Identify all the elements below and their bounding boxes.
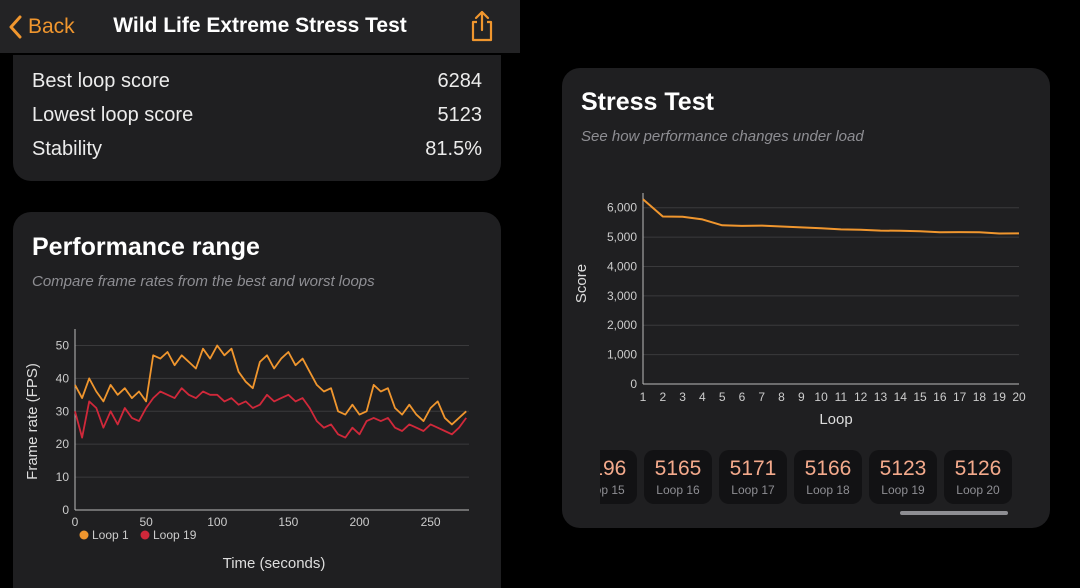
stability-row: Stability 81.5% <box>32 138 482 164</box>
x-tick-label: 100 <box>207 515 227 529</box>
x-tick-label: 10 <box>814 390 828 404</box>
x-tick-label: 6 <box>739 390 746 404</box>
y-tick-label: 2,000 <box>607 318 637 332</box>
share-icon[interactable] <box>468 10 496 42</box>
loop-score-tile[interactable]: 5171 Loop 17 <box>719 450 787 504</box>
loop-score-value: 5166 <box>804 457 852 480</box>
series-line-score <box>642 198 1020 235</box>
best-loop-score-label: Best loop score <box>32 70 170 92</box>
loop-score-carousel[interactable]: 5196 Loop 15 5165 Loop 16 5171 Loop 17 5… <box>600 450 1020 506</box>
x-tick-label: 13 <box>874 390 888 404</box>
page-title: Wild Life Extreme Stress Test <box>113 14 407 37</box>
legend-label: Loop 19 <box>153 528 197 542</box>
best-loop-score-row: Best loop score 6284 <box>32 70 482 96</box>
x-tick-label: 15 <box>913 390 927 404</box>
x-tick-label: 3 <box>679 390 686 404</box>
x-tick-label: 16 <box>933 390 947 404</box>
loop-score-value: 5126 <box>954 457 1002 480</box>
loop-score-label: Loop 18 <box>806 483 850 497</box>
x-tick-label: 18 <box>973 390 987 404</box>
legend-swatch <box>79 530 89 540</box>
loop-score-tile[interactable]: 5166 Loop 18 <box>794 450 862 504</box>
y-tick-label: 3,000 <box>607 289 637 303</box>
x-tick-label: 150 <box>278 515 298 529</box>
y-axis-title: Frame rate (FPS) <box>24 363 41 480</box>
y-tick-label: 40 <box>56 371 70 385</box>
carousel-scroll-indicator[interactable] <box>900 511 1008 515</box>
x-tick-label: 7 <box>758 390 765 404</box>
x-tick-label: 50 <box>139 515 153 529</box>
y-tick-label: 1,000 <box>607 348 637 362</box>
x-tick-label: 200 <box>349 515 369 529</box>
best-loop-score-value: 6284 <box>437 70 483 92</box>
x-tick-label: 0 <box>72 515 79 529</box>
loop-score-value: 5196 <box>600 457 627 480</box>
y-axis-title: Score <box>573 264 590 303</box>
back-label: Back <box>28 15 75 38</box>
x-tick-label: 1 <box>640 390 647 404</box>
y-tick-label: 0 <box>630 377 637 391</box>
lowest-loop-score-label: Lowest loop score <box>32 104 194 126</box>
loop-score-tile[interactable]: 5165 Loop 16 <box>644 450 712 504</box>
y-tick-label: 20 <box>56 437 70 451</box>
summary-card: Best loop score 6284 Lowest loop score 5… <box>13 55 501 181</box>
loop-score-value: 5123 <box>879 457 927 480</box>
x-tick-label: 14 <box>894 390 908 404</box>
performance-range-card: Performance range Compare frame rates fr… <box>13 212 501 588</box>
stress-test-subtitle: See how performance changes under load <box>581 128 864 145</box>
y-tick-label: 5,000 <box>607 230 637 244</box>
y-tick-label: 30 <box>56 404 70 418</box>
x-tick-label: 9 <box>798 390 805 404</box>
loop-score-label: Loop 16 <box>656 483 700 497</box>
loop-score-label: Loop 15 <box>600 483 625 497</box>
loop-score-tile[interactable]: 5123 Loop 19 <box>869 450 937 504</box>
x-tick-label: 17 <box>953 390 967 404</box>
x-axis-title: Loop <box>819 411 852 428</box>
x-tick-label: 19 <box>993 390 1007 404</box>
back-button[interactable]: Back <box>8 12 75 42</box>
loop-score-label: Loop 20 <box>956 483 1000 497</box>
lowest-loop-score-row: Lowest loop score 5123 <box>32 104 482 130</box>
y-tick-label: 4,000 <box>607 259 637 273</box>
performance-range-subtitle: Compare frame rates from the best and wo… <box>32 273 375 290</box>
stress-test-title: Stress Test <box>581 88 714 116</box>
y-tick-label: 10 <box>56 470 70 484</box>
y-tick-label: 50 <box>56 338 70 352</box>
x-axis-title: Time (seconds) <box>223 555 326 572</box>
legend-label: Loop 1 <box>92 528 129 542</box>
y-tick-label: 0 <box>62 503 69 517</box>
loop-score-tile[interactable]: 5196 Loop 15 <box>600 450 637 504</box>
x-tick-label: 11 <box>835 390 848 404</box>
series-line-loop-19 <box>74 387 467 439</box>
chevron-left-icon <box>9 15 22 39</box>
stability-label: Stability <box>32 138 103 160</box>
loop-score-label: Loop 19 <box>881 483 925 497</box>
x-tick-label: 5 <box>719 390 726 404</box>
x-tick-label: 12 <box>854 390 868 404</box>
performance-range-chart: 0 10 20 30 40 50 0 50 100 150 200 250 Loop 1 Loop 19 T… <box>24 329 469 572</box>
nav-bar: Back Wild Life Extreme Stress Test <box>0 0 520 53</box>
legend-swatch <box>140 530 150 540</box>
loop-score-value: 5165 <box>654 457 702 480</box>
loop-score-label: Loop 17 <box>731 483 775 497</box>
x-tick-label: 8 <box>778 390 785 404</box>
lowest-loop-score-value: 5123 <box>437 104 483 126</box>
performance-range-title: Performance range <box>32 233 260 261</box>
loop-score-tile[interactable]: 5126 Loop 20 <box>944 450 1012 504</box>
x-tick-label: 2 <box>659 390 666 404</box>
y-tick-label: 6,000 <box>607 201 637 215</box>
x-tick-label: 4 <box>699 390 706 404</box>
stress-test-card: Stress Test See how performance changes … <box>562 68 1050 528</box>
series-line-loop-1 <box>74 344 467 426</box>
loop-score-value: 5171 <box>729 457 777 480</box>
x-tick-label: 20 <box>1012 390 1026 404</box>
stability-value: 81.5% <box>425 138 482 160</box>
x-tick-label: 250 <box>421 515 441 529</box>
